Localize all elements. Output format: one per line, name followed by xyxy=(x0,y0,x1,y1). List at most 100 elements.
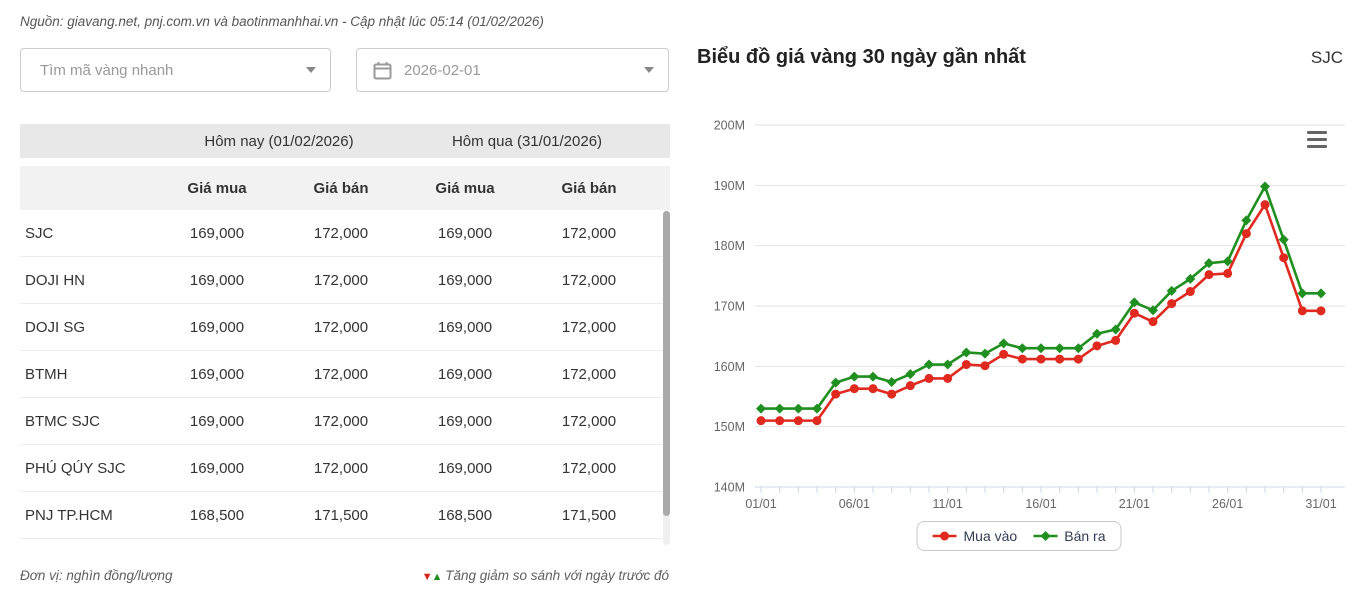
data-point-marker xyxy=(1054,343,1065,354)
chart-title: Biểu đồ giá vàng 30 ngày gần nhất xyxy=(697,46,1026,68)
data-point-marker xyxy=(924,373,934,383)
price-cell: 172,000 xyxy=(313,271,369,289)
price-cell: 168,500 xyxy=(189,506,245,524)
chevron-down-icon xyxy=(306,67,316,73)
data-point-marker xyxy=(1036,343,1046,354)
legend-marker-diamond xyxy=(1033,531,1058,541)
data-point-marker xyxy=(1260,200,1270,210)
legend-item-buy[interactable]: Mua vào xyxy=(932,528,1018,544)
data-point-marker xyxy=(961,360,971,370)
down-triangle-icon: ▼ xyxy=(421,571,433,583)
data-point-marker xyxy=(774,403,785,414)
data-point-marker xyxy=(793,403,804,414)
data-point-marker xyxy=(1316,306,1326,316)
data-point-marker xyxy=(999,349,1009,359)
data-point-marker xyxy=(886,377,897,388)
table-row: PNJ TP.HCM 168,500 171,500 168,500 171,500 xyxy=(20,492,670,539)
price-cell: 169,000 xyxy=(437,224,493,242)
date-picker[interactable]: 2026-02-01 xyxy=(356,48,669,92)
brand-name: DOJI HN xyxy=(25,271,85,289)
brand-name: DOJI SG xyxy=(25,318,86,336)
x-axis-label: 11/01 xyxy=(932,497,962,511)
price-cell: 169,000 xyxy=(437,271,493,289)
price-cell: 172,000 xyxy=(561,459,617,477)
price-cell: 169,000 xyxy=(189,365,245,383)
table-scrollbar-thumb[interactable] xyxy=(663,211,670,516)
data-point-marker xyxy=(775,416,785,426)
data-point-marker xyxy=(756,403,766,414)
data-point-marker xyxy=(1073,343,1084,354)
data-point-marker xyxy=(943,373,953,383)
data-point-marker xyxy=(924,359,934,370)
data-point-marker xyxy=(1073,354,1083,364)
data-point-marker xyxy=(1316,288,1326,299)
data-point-marker xyxy=(756,416,766,426)
price-cell: 172,000 xyxy=(561,318,617,336)
legend-marker-circle xyxy=(932,531,957,541)
date-value: 2026-02-01 xyxy=(404,61,481,79)
col-header-buy-yesterday: Giá mua xyxy=(435,179,495,197)
calendar-icon xyxy=(373,61,392,80)
brand-name: SJC xyxy=(25,224,54,242)
table-row: PHÚ QÚY SJC 169,000 172,000 169,000 172,000 xyxy=(20,445,670,492)
price-table: Hôm nay (01/02/2026) Hôm qua (31/01/2026… xyxy=(20,124,670,539)
data-point-marker xyxy=(830,377,841,388)
data-point-marker xyxy=(1092,341,1102,351)
legend-label-buy: Mua vào xyxy=(963,528,1018,544)
price-cell: 169,000 xyxy=(189,224,245,242)
chart-header: Biểu đồ giá vàng 30 ngày gần nhất SJC xyxy=(697,46,1343,69)
y-axis-label: 190M xyxy=(714,179,745,193)
chart-tag-sjc: SJC xyxy=(1310,48,1343,67)
data-point-marker xyxy=(1017,343,1028,354)
price-cell: 172,000 xyxy=(313,412,369,430)
data-point-marker xyxy=(793,416,803,426)
price-cell: 169,000 xyxy=(189,459,245,477)
x-axis-label: 06/01 xyxy=(839,497,870,511)
data-point-marker xyxy=(1279,253,1289,263)
data-point-marker xyxy=(1223,268,1233,278)
search-placeholder: Tìm mã vàng nhanh xyxy=(40,61,174,79)
source-line: Nguồn: giavang.net, pnj.com.vn và baotin… xyxy=(20,14,544,29)
gold-code-search-dropdown[interactable]: Tìm mã vàng nhanh xyxy=(20,48,331,92)
col-header-buy-today: Giá mua xyxy=(187,179,247,197)
price-cell: 169,000 xyxy=(189,271,245,289)
data-point-marker xyxy=(1241,215,1252,226)
x-axis-label: 31/01 xyxy=(1305,497,1336,511)
price-cell: 171,500 xyxy=(561,506,617,524)
legend-label-sell: Bán ra xyxy=(1064,528,1106,544)
data-point-marker xyxy=(1222,256,1233,267)
data-point-marker xyxy=(849,371,860,382)
brand-name: PNJ TP.HCM xyxy=(25,506,113,524)
data-point-marker xyxy=(1297,288,1308,299)
y-axis-label: 140M xyxy=(714,481,745,495)
data-point-marker xyxy=(1204,270,1214,280)
table-row: SJC 169,000 172,000 169,000 172,000 xyxy=(20,210,670,257)
price-cell: 172,000 xyxy=(561,365,617,383)
x-axis-label: 16/01 xyxy=(1025,497,1056,511)
data-point-marker xyxy=(1129,297,1140,308)
table-sub-header: Giá mua Giá bán Giá mua Giá bán xyxy=(20,166,670,210)
price-cell: 172,000 xyxy=(561,271,617,289)
data-point-marker xyxy=(887,389,897,399)
data-point-marker xyxy=(1204,258,1214,269)
price-cell: 169,000 xyxy=(437,318,493,336)
price-cell: 169,000 xyxy=(189,412,245,430)
unit-note: Đơn vị: nghìn đồng/lượng xyxy=(20,568,173,583)
data-point-marker xyxy=(1166,285,1177,296)
data-point-marker xyxy=(1129,308,1139,318)
chevron-down-icon xyxy=(644,67,654,73)
price-cell: 172,000 xyxy=(313,224,369,242)
chart-menu-icon[interactable] xyxy=(1307,131,1327,148)
data-point-marker xyxy=(1185,273,1196,284)
legend-item-sell[interactable]: Bán ra xyxy=(1033,528,1105,544)
table-scrollbar-track[interactable] xyxy=(663,210,670,545)
data-point-marker xyxy=(905,369,916,380)
data-point-marker xyxy=(1055,354,1065,364)
series-line-diamond xyxy=(759,185,1323,410)
price-cell: 172,000 xyxy=(561,224,617,242)
data-point-marker xyxy=(980,348,990,359)
y-axis-label: 170M xyxy=(714,300,745,314)
series-line-circle xyxy=(759,203,1323,422)
price-table-body: SJC 169,000 172,000 169,000 172,000 DOJI HN 16… xyxy=(20,210,670,539)
price-cell: 168,500 xyxy=(437,506,493,524)
